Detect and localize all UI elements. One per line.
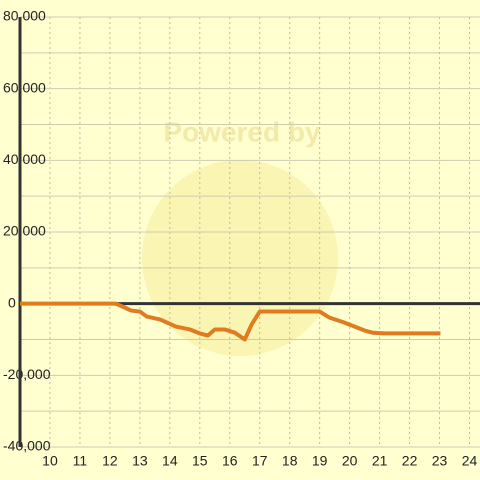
x-tick-label: 14 (162, 453, 178, 469)
x-tick-label: 23 (432, 453, 448, 469)
x-tick-label: 12 (102, 453, 118, 469)
line (20, 301, 441, 342)
x-tick-label: 17 (252, 453, 268, 469)
y-tick-label: 0 (8, 294, 16, 310)
x-tick-label: 11 (73, 453, 88, 469)
x-tick-label: 13 (132, 453, 148, 469)
y-tick-label: 40,000 (3, 151, 46, 167)
x-tick-label: 16 (222, 453, 238, 469)
y-tick-label: 60,000 (3, 79, 46, 95)
x-tick-label: 21 (372, 453, 388, 469)
y-tick-label: -20,000 (3, 366, 51, 382)
x-tick-label: 22 (402, 453, 418, 469)
x-tick-label: 18 (282, 453, 298, 469)
x-tick-label: 10 (42, 453, 58, 469)
y-tick-label: -40,000 (3, 438, 51, 454)
x-tick-label: 20 (342, 453, 358, 469)
y-tick-label: 20,000 (3, 223, 46, 239)
x-tick-label: 19 (312, 453, 328, 469)
x-tick-label: 24 (462, 453, 478, 469)
y-tick-label: 80,000 (3, 8, 46, 24)
x-tick-label: 15 (192, 453, 208, 469)
watermark: Powered by (163, 116, 321, 147)
watermark-logo (142, 160, 338, 356)
